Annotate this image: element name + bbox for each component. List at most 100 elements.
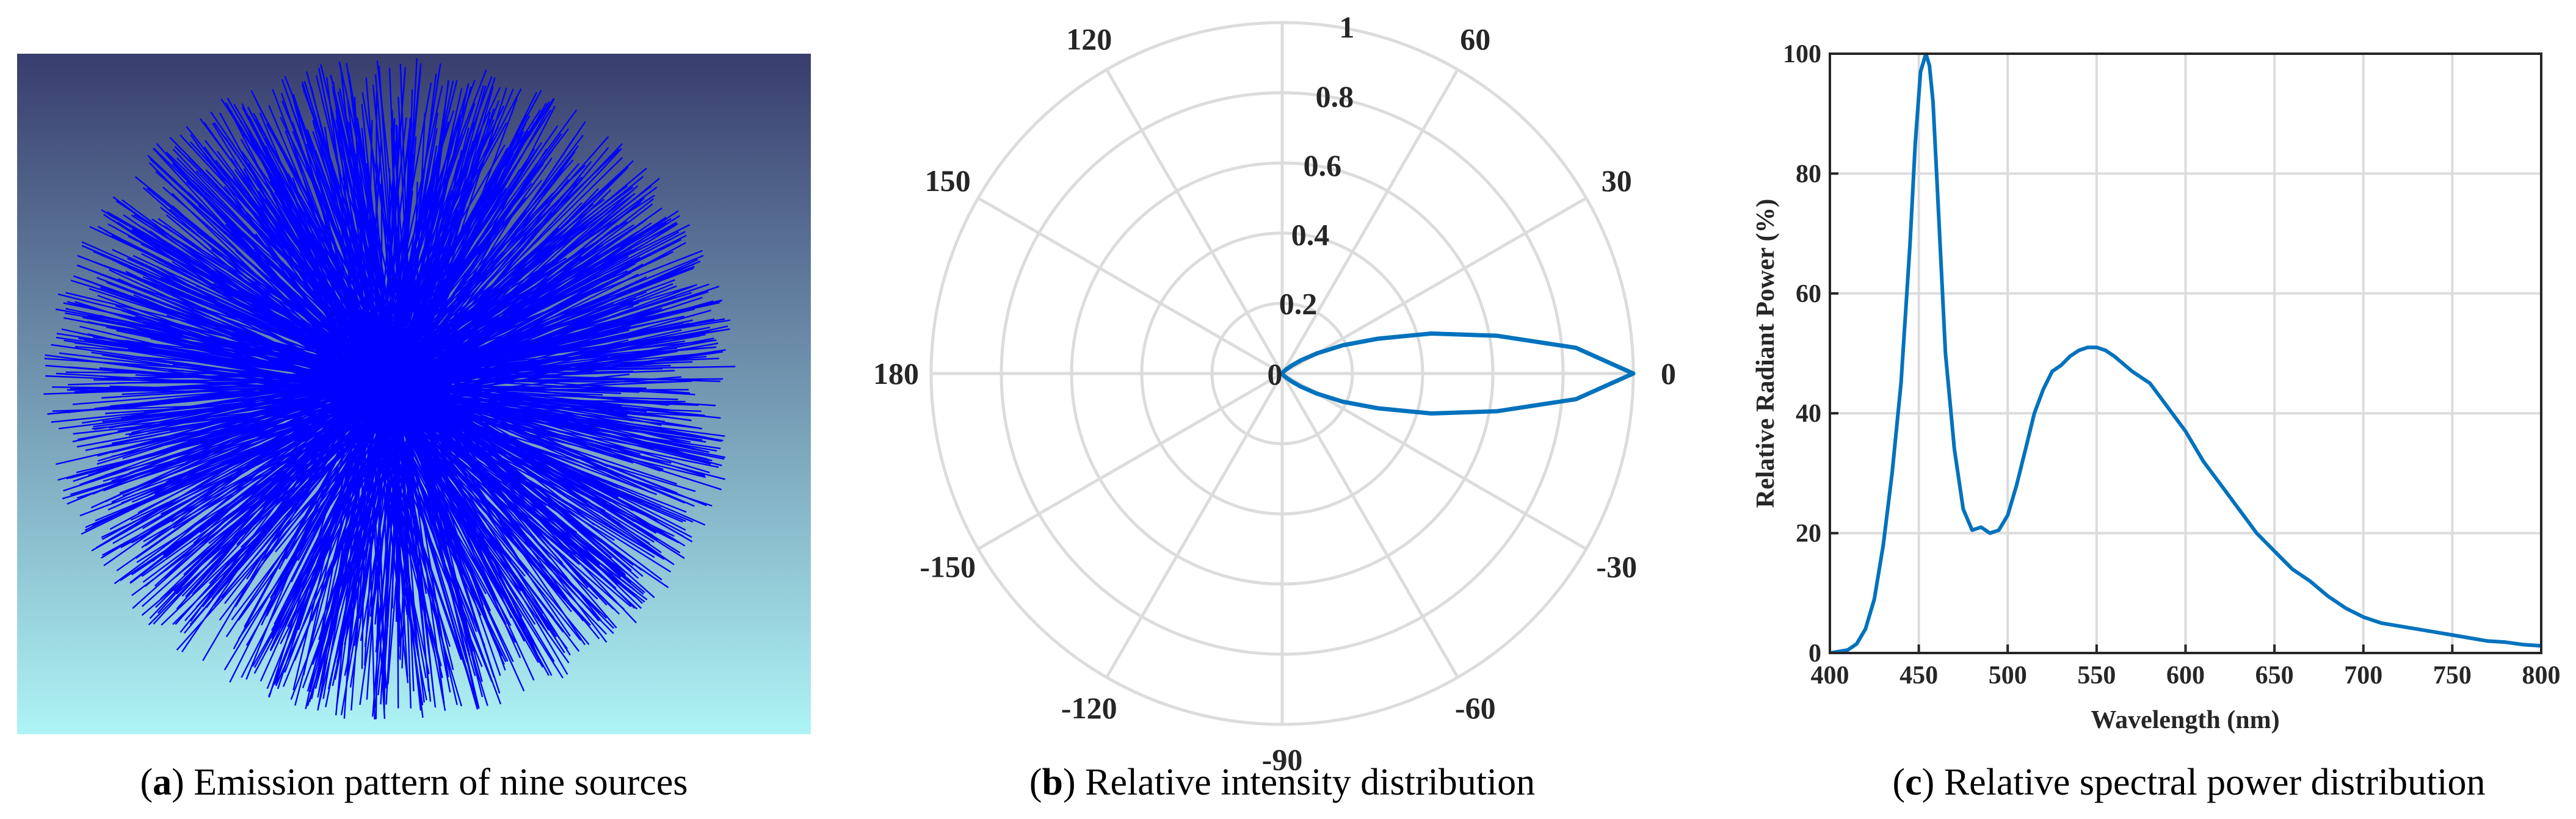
ray — [165, 371, 401, 483]
ray — [234, 375, 383, 607]
ray — [396, 145, 579, 382]
ray — [148, 334, 401, 373]
ray — [399, 319, 731, 373]
x-tick-label: 450 — [1899, 662, 1938, 690]
ray — [366, 399, 389, 700]
ray — [402, 81, 449, 394]
ray — [365, 77, 392, 385]
ray — [399, 73, 437, 373]
ray — [305, 390, 377, 709]
panel-b: 90 60 30 0 -30 -60 -90 -120 -150 180 150 120 0 0.2 0.4… — [873, 0, 1676, 777]
ray — [338, 61, 413, 386]
ray — [381, 374, 678, 494]
y-tick-label: 0 — [1809, 640, 1821, 668]
theta-tick-label: -150 — [920, 549, 976, 583]
ray — [396, 380, 710, 461]
ray — [402, 392, 613, 496]
ray — [135, 374, 413, 387]
y-tick-label: 40 — [1796, 400, 1821, 428]
intensity-series-line — [1280, 331, 1636, 416]
ray — [386, 399, 422, 711]
ray — [179, 276, 397, 383]
r-tick-label: 0 — [1268, 357, 1283, 391]
theta-tick-label: -30 — [1596, 549, 1637, 583]
ray — [396, 381, 568, 675]
ray — [381, 328, 625, 377]
ray — [402, 121, 586, 394]
polar-labels: 90 60 30 0 -30 -60 -90 -120 -150 180 150 120 0 0.2 0.4… — [873, 0, 1676, 777]
ray — [45, 375, 376, 392]
ray — [120, 371, 401, 379]
polar-spoke — [1281, 197, 1587, 375]
ray — [399, 368, 663, 373]
ray — [93, 384, 413, 428]
ray — [137, 380, 397, 514]
ray — [396, 222, 677, 383]
ray — [381, 374, 653, 509]
polar-spoke — [1280, 372, 1459, 679]
caption-b: (b) Relative intensity distribution — [1029, 762, 1535, 803]
ray — [365, 381, 463, 707]
ray — [412, 384, 681, 554]
spectrum-series-line — [1830, 54, 2541, 653]
theta-tick-label: -90 — [1262, 743, 1303, 777]
ray — [375, 389, 665, 560]
ray — [312, 131, 398, 382]
ray — [387, 373, 630, 401]
ray — [96, 380, 367, 465]
ray — [70, 280, 397, 383]
ray — [365, 122, 507, 382]
ray — [101, 392, 404, 538]
ray — [412, 384, 684, 538]
polar-spoke — [1280, 68, 1459, 375]
ray — [399, 371, 635, 522]
polar-ring — [1140, 231, 1424, 516]
ray — [396, 88, 463, 382]
ray — [274, 399, 389, 685]
ray — [107, 223, 397, 383]
ray — [386, 399, 514, 662]
r-tick-label: 0.2 — [1279, 287, 1318, 321]
ray — [365, 131, 525, 382]
ray — [234, 160, 397, 382]
ray — [291, 121, 383, 376]
ray — [375, 390, 645, 603]
ray — [402, 393, 481, 680]
ray — [365, 106, 505, 382]
caption-c: (c) Relative spectral power distribution — [1892, 762, 2485, 803]
ray — [337, 92, 404, 394]
ray — [381, 148, 620, 376]
x-tick-label: 500 — [1989, 662, 2027, 690]
ray — [375, 388, 643, 392]
ray — [396, 381, 551, 559]
spectrum-curve — [1830, 54, 2541, 653]
ray — [399, 371, 662, 426]
theta-tick-label: 30 — [1602, 164, 1632, 198]
ray — [387, 399, 652, 526]
ray — [81, 389, 376, 535]
ray — [375, 389, 658, 496]
ray — [381, 256, 640, 377]
ray — [154, 375, 382, 587]
ray — [271, 381, 398, 639]
ray — [184, 381, 397, 621]
ray — [112, 380, 397, 544]
ray — [136, 392, 404, 563]
ray — [183, 390, 376, 575]
y-axis-label: Relative Radiant Power (%) — [1752, 199, 1780, 508]
theta-tick-label: 150 — [925, 164, 971, 198]
ray — [375, 375, 383, 720]
polar-spoke — [977, 372, 1283, 550]
theta-tick-label: 120 — [1066, 22, 1112, 56]
ray — [390, 160, 634, 385]
ray — [374, 390, 443, 679]
ray — [81, 241, 397, 383]
ray — [365, 79, 476, 382]
ray — [390, 384, 638, 610]
y-tick-label: 20 — [1796, 520, 1821, 548]
ray — [412, 385, 608, 643]
ray — [356, 148, 401, 373]
ray — [250, 90, 398, 382]
y-tick-label: 80 — [1796, 160, 1821, 188]
ray — [380, 79, 458, 376]
